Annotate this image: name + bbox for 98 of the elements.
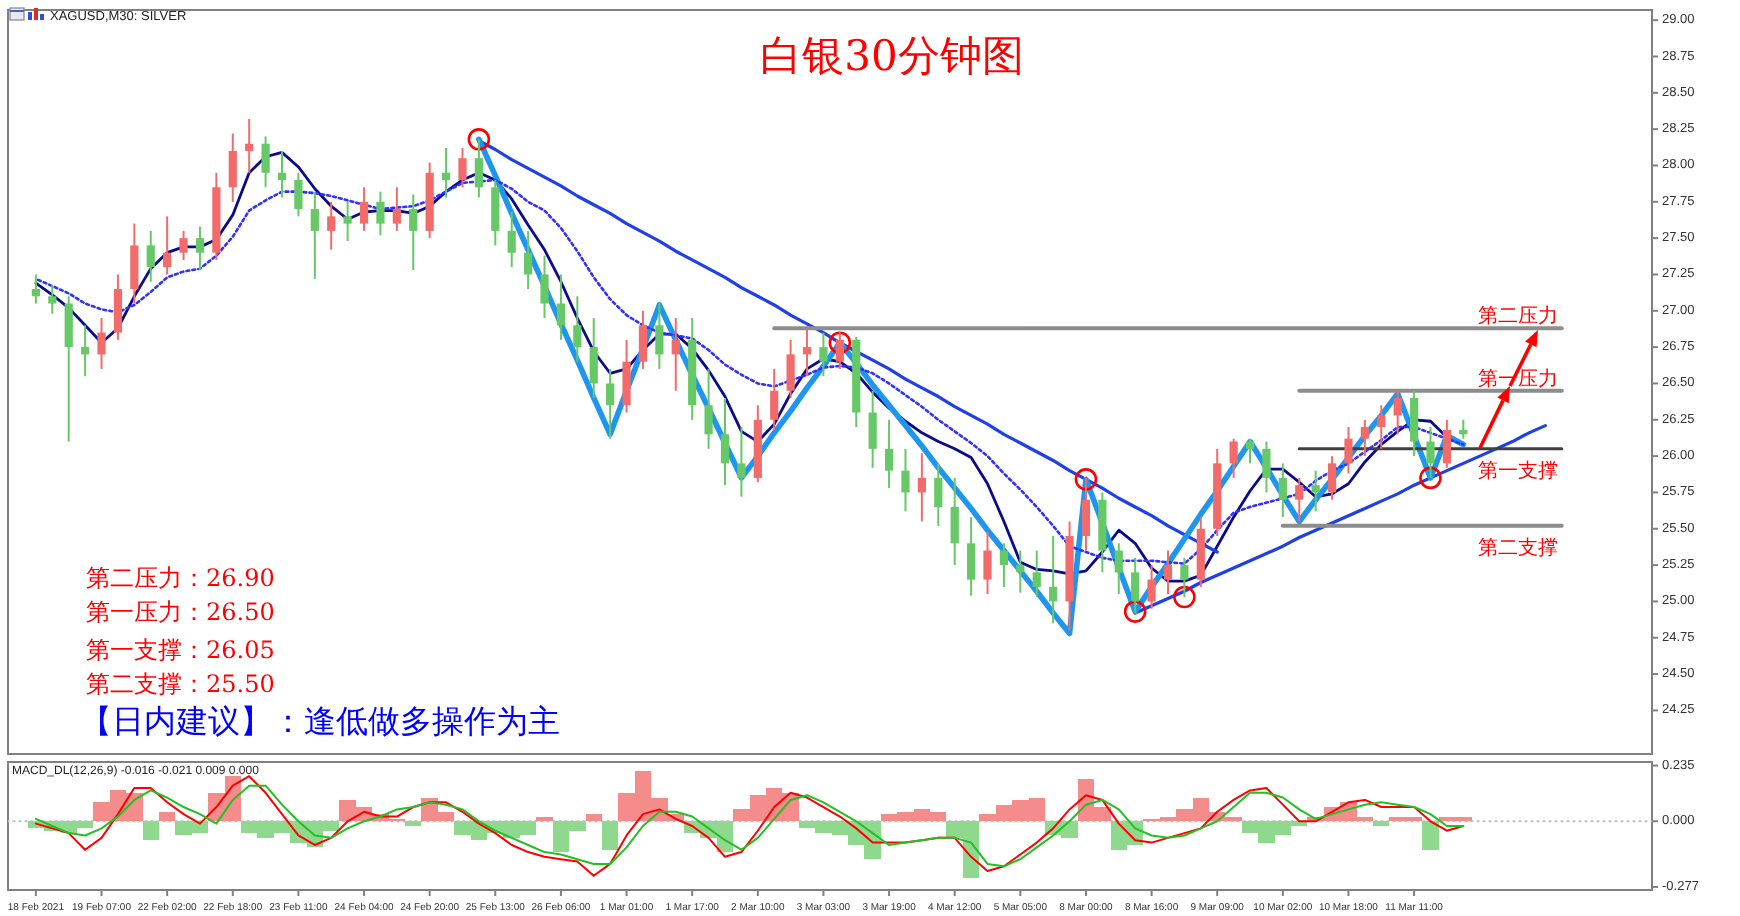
candlestick	[1278, 462, 1287, 519]
candlestick	[1180, 556, 1189, 599]
candlestick	[64, 295, 73, 443]
candlestick	[441, 147, 451, 199]
candlestick	[163, 215, 172, 276]
bar	[142, 821, 159, 841]
candlestick	[179, 229, 188, 261]
candlestick	[1426, 426, 1435, 479]
candlestick	[1163, 549, 1173, 596]
candlestick	[622, 338, 631, 414]
candlestick	[1360, 418, 1369, 458]
candlestick	[1229, 437, 1238, 479]
candlestick	[310, 190, 319, 280]
candlestick	[195, 225, 205, 272]
bar	[1422, 821, 1439, 850]
candlestick	[1114, 542, 1123, 596]
candlestick	[491, 179, 500, 247]
candlestick	[638, 309, 648, 370]
candlestick	[48, 283, 57, 315]
candlestick	[1081, 476, 1091, 552]
candlestick	[1344, 426, 1353, 475]
point	[1074, 468, 1098, 491]
candlestick	[1295, 476, 1304, 523]
candlestick	[31, 273, 40, 305]
candlestick	[507, 210, 516, 269]
candlestick	[409, 193, 418, 272]
point	[828, 331, 852, 355]
candlestick	[228, 132, 237, 203]
candlestick	[967, 516, 976, 597]
candlestick	[458, 147, 467, 189]
candlestick	[1409, 389, 1419, 458]
text: 白银30分钟图	[760, 32, 1024, 80]
point	[1123, 600, 1147, 623]
bar	[158, 811, 176, 822]
series-label: 第二支撑	[1477, 535, 1558, 560]
candlestick	[1442, 418, 1452, 469]
annotation: 第二支撑：25.50	[86, 670, 275, 698]
candlestick	[261, 135, 270, 189]
candlestick	[1049, 535, 1058, 625]
candlestick	[146, 229, 155, 283]
point	[1419, 466, 1442, 490]
candlestick	[671, 317, 680, 392]
candlestick	[294, 171, 303, 218]
candlestick	[786, 338, 795, 399]
candlestick	[343, 200, 352, 243]
candlestick	[376, 190, 385, 237]
candlestick	[835, 331, 844, 370]
candlestick	[901, 447, 910, 513]
annotation: 【日内建议】：逢低做多操作为主	[80, 702, 560, 740]
candlestick	[606, 367, 615, 440]
candlestick	[1245, 437, 1255, 465]
annotation: 第二压力：26.90	[86, 564, 275, 592]
candlestick	[1131, 556, 1140, 615]
candlestick	[474, 138, 483, 199]
candlestick	[1311, 469, 1320, 513]
candlestick	[245, 117, 254, 174]
annotation: 第一支撑：26.05	[86, 636, 275, 664]
candlestick	[737, 426, 746, 498]
candlestick	[704, 367, 713, 450]
candlestick	[802, 327, 812, 378]
candlestick	[573, 295, 582, 363]
candlestick	[97, 317, 106, 370]
candlestick	[277, 149, 287, 199]
candlestick	[819, 331, 828, 378]
candlestick	[868, 389, 877, 469]
series-label: 第一支撑	[1477, 458, 1558, 483]
bar	[601, 821, 619, 850]
bar	[585, 814, 602, 822]
candlestick	[556, 273, 566, 341]
candlestick	[1327, 455, 1337, 501]
candlestick	[884, 418, 894, 490]
candlestick	[81, 324, 90, 378]
point	[1173, 585, 1196, 609]
annotation: 第一压力：26.50	[86, 598, 275, 626]
candlestick	[327, 200, 336, 251]
candlestick	[655, 302, 664, 370]
candlestick	[1016, 549, 1025, 594]
candlestick	[392, 186, 401, 232]
candlestick	[983, 530, 992, 596]
candlestick	[720, 396, 730, 487]
candlestick	[1147, 564, 1156, 610]
candlestick	[770, 367, 779, 431]
candlestick	[589, 317, 598, 399]
candlestick	[540, 254, 549, 320]
candlestick	[1393, 389, 1402, 436]
candlestick	[130, 222, 139, 305]
point	[467, 128, 491, 151]
candlestick	[1377, 404, 1386, 450]
candlestick	[999, 542, 1009, 588]
candlestick	[917, 452, 926, 523]
candlestick	[950, 476, 959, 567]
candlestick	[1032, 549, 1041, 599]
candlestick	[1262, 440, 1271, 494]
candlestick	[359, 186, 369, 232]
candlestick	[934, 462, 943, 527]
candlestick	[113, 273, 123, 341]
series-label: 第二压力	[1477, 304, 1558, 329]
candlestick	[524, 229, 533, 290]
